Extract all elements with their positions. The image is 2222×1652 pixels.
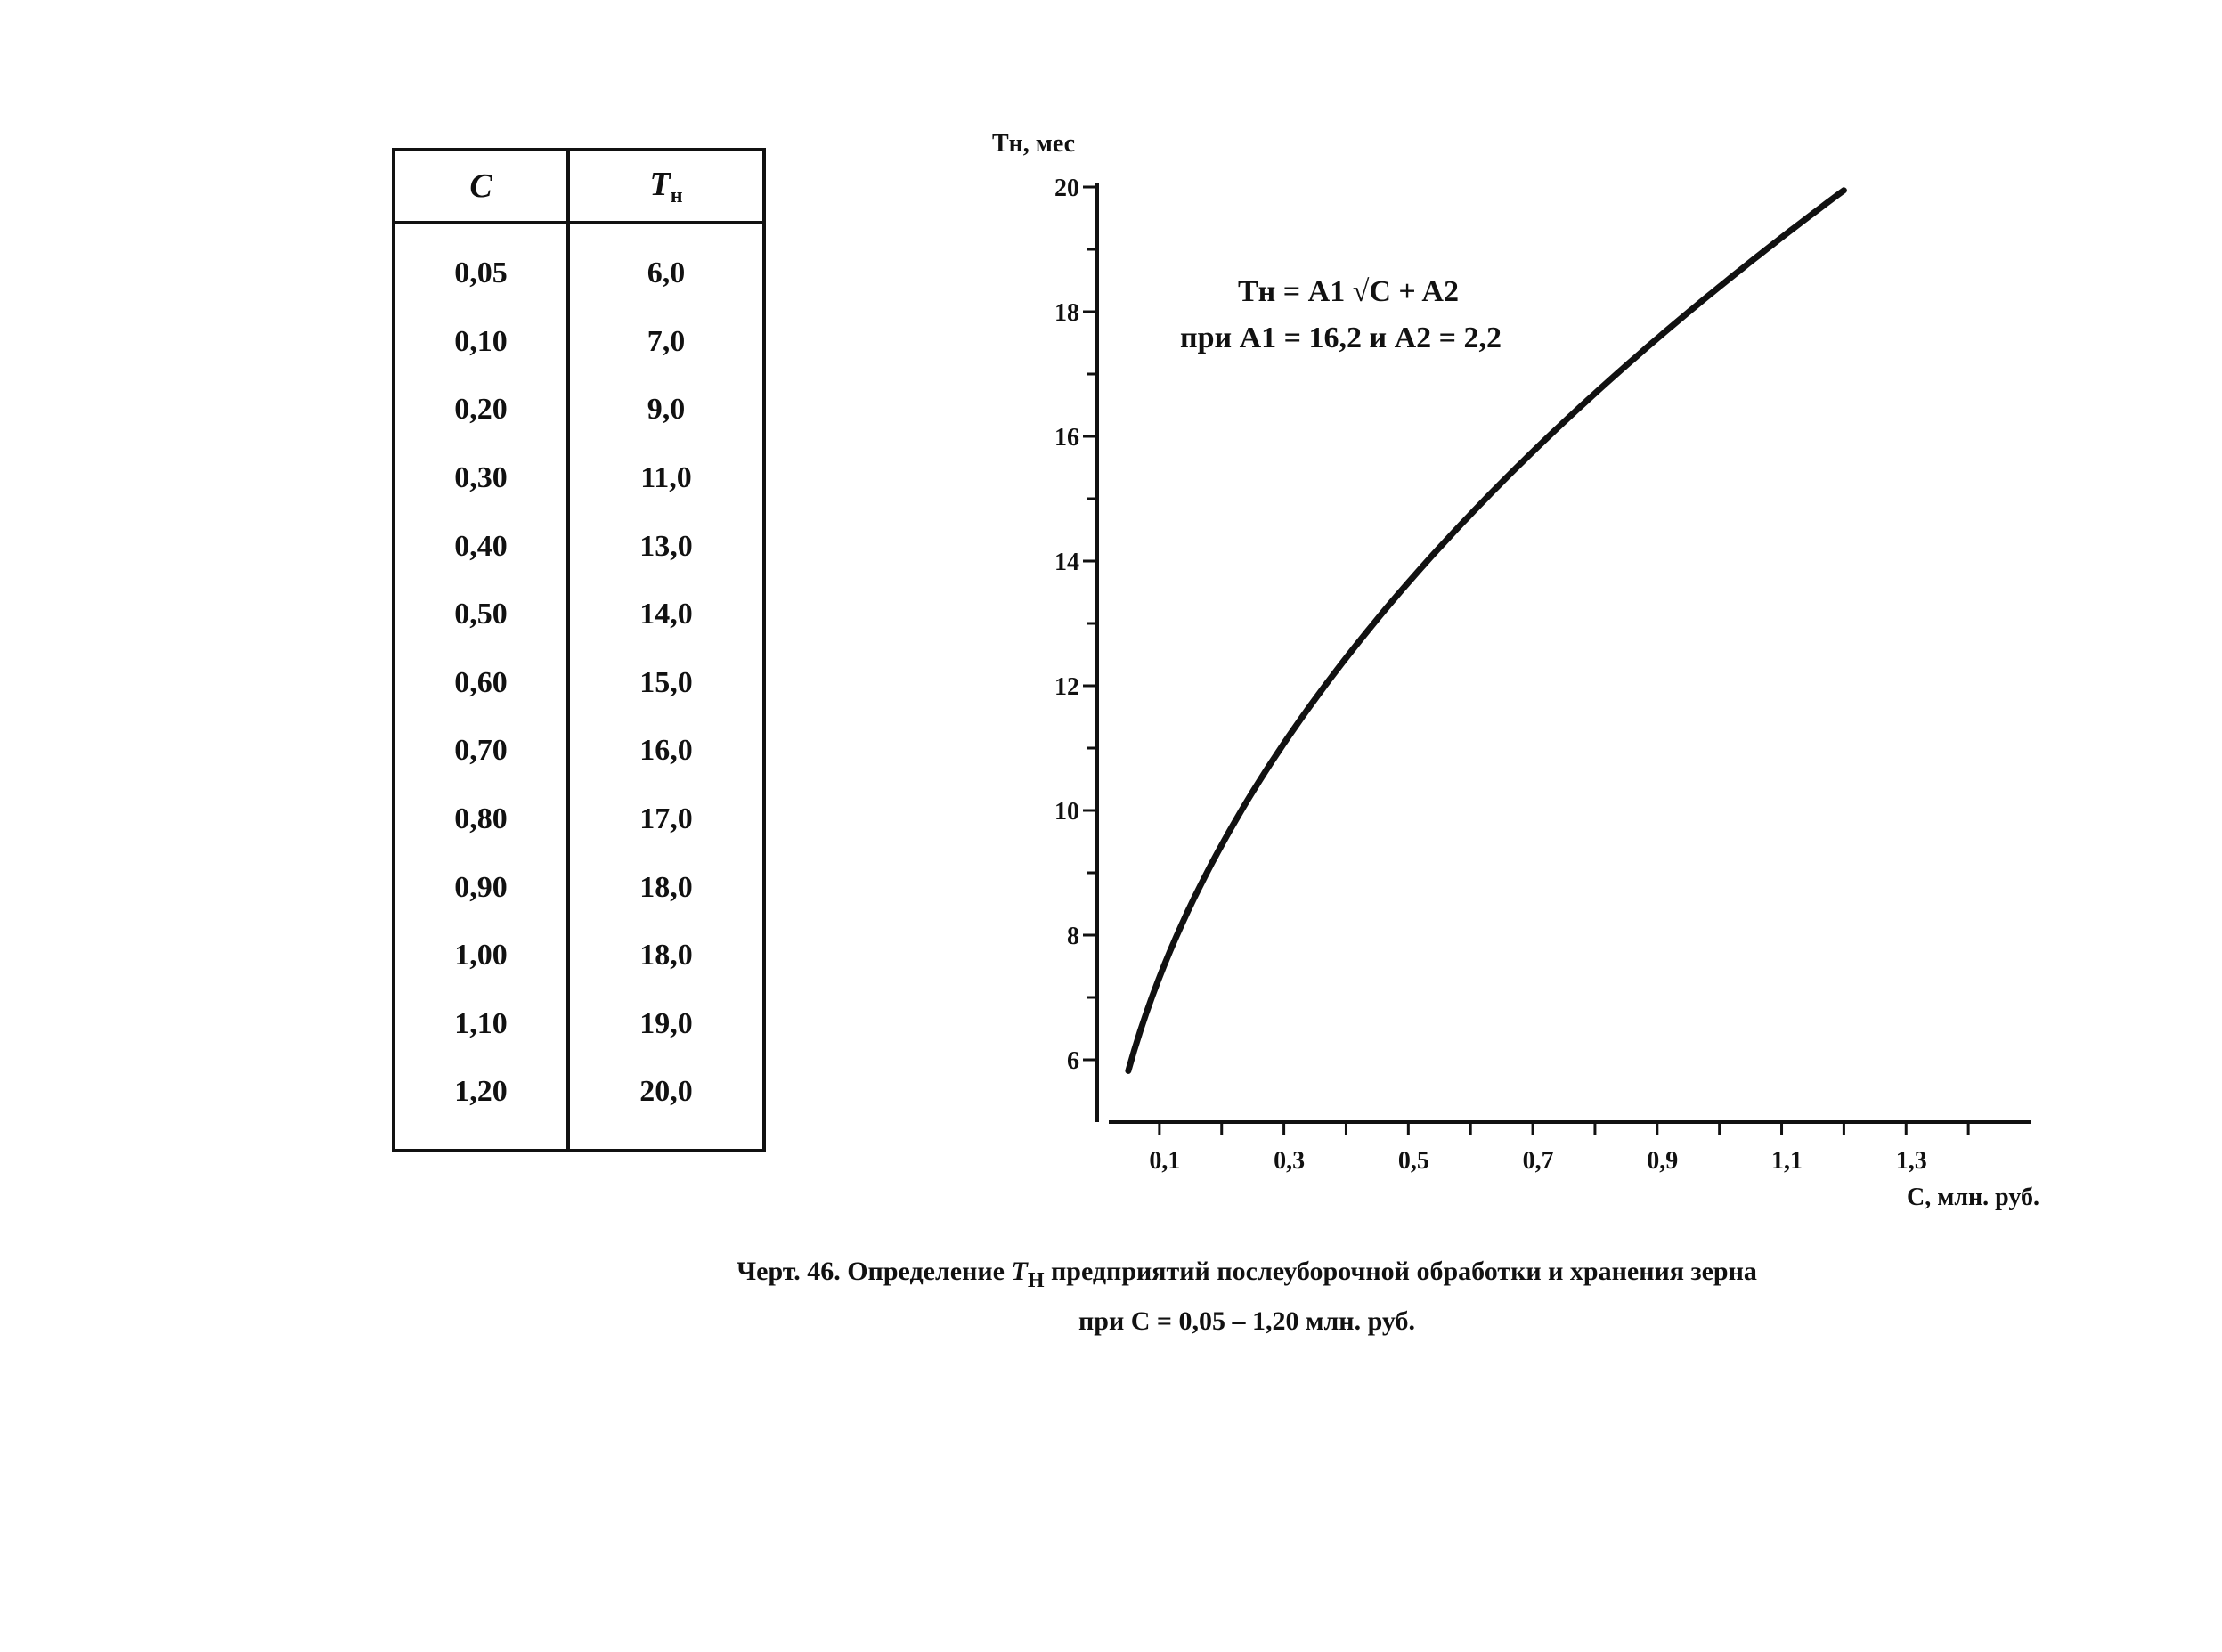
y-tick-label: 10 [1054,798,1079,826]
table-row: 0,60 15,0 [394,648,764,718]
table-cell-c: 0,50 [394,580,570,649]
x-tick-label: 1,3 [1896,1147,1927,1175]
formula-line-1: Tн = A1 √C + A2 [1238,275,1459,308]
table-cell-t: 16,0 [639,734,693,768]
table-cell-t: 18,0 [639,939,693,972]
y-tick-label: 20 [1054,175,1079,202]
caption-text: предприятий послеуборочной обработки и х… [1050,1257,1757,1286]
table-row: 0,50 14,0 [394,580,764,649]
x-tick-label: 0,5 [1398,1147,1429,1175]
y-axis-ticks: 6 8 10 12 14 16 18 20 [1054,175,1097,1075]
table-cell-t: 15,0 [639,665,693,699]
caption-prefix: Черт. 46. Определение [737,1257,1005,1286]
table-cell-c: 0,10 [394,307,570,377]
table-row: 1,20 20,0 [394,1058,764,1151]
y-tick-label: 18 [1054,299,1079,327]
chart-axes [1095,183,2031,1124]
table-cell-t: 6,0 [647,256,686,290]
table-cell-c: 0,20 [394,376,570,444]
y-tick-label: 6 [1067,1047,1079,1075]
table-row: 0,10 7,0 [394,307,764,377]
table-cell-c: 0,05 [394,223,570,308]
table-cell-c: 0,40 [394,512,570,581]
table-cell-t: 13,0 [639,529,693,563]
table-cell-t: 20,0 [639,1075,693,1109]
caption-line-2: при С = 0,05 – 1,20 млн. руб. [1078,1306,1415,1336]
table-cell-c: 1,10 [394,989,570,1059]
line-chart: 6 8 10 12 14 16 18 20 0,1 0,3 0,5 0,7 0,9 1,1 1,3 Tн,… [992,130,2039,1211]
table-cell-c: 1,20 [394,1058,570,1151]
x-tick-label: 0,1 [1149,1147,1180,1175]
table-cell-t: 18,0 [639,870,693,904]
series-line [1125,187,1847,1074]
table-row: 0,40 13,0 [394,512,764,581]
figure-caption: Черт. 46. Определение TН предприятий пос… [623,1251,1870,1342]
table-row: 0,70 16,0 [394,717,764,785]
formula-line-2: при A1 = 16,2 и A2 = 2,2 [1180,321,1502,354]
x-tick-label: 0,9 [1647,1147,1678,1175]
table-row: 0,90 18,0 [394,853,764,922]
table-cell-c: 0,30 [394,444,570,513]
column-header-c: C [394,150,570,224]
table-row: 1,10 19,0 [394,989,764,1059]
y-tick-label: 12 [1054,673,1079,701]
column-header-t: Tн [568,150,764,224]
x-tick-label: 1,1 [1771,1147,1803,1175]
table-row: 0,80 17,0 [394,785,764,854]
table-cell-c: 0,60 [394,648,570,718]
x-tick-label: 0,7 [1523,1147,1554,1175]
table-cell-c: 0,80 [394,785,570,854]
table-cell-t: 9,0 [647,393,686,427]
table-cell-t: 7,0 [647,324,686,358]
table-cell-t: 17,0 [639,802,693,836]
y-tick-label: 8 [1067,923,1079,950]
y-tick-label: 16 [1054,424,1079,452]
table-cell-c: 0,90 [394,853,570,922]
table-cell-c: 0,70 [394,717,570,785]
table-row: 0,20 9,0 [394,376,764,444]
caption-symbol-subscript: Н [1027,1269,1045,1292]
caption-symbol: T [1011,1257,1028,1286]
table-cell-t: 19,0 [639,1006,693,1040]
x-axis-ticks: 0,1 0,3 0,5 0,7 0,9 1,1 1,3 [1149,1122,1970,1175]
table-cell-t: 11,0 [640,461,692,495]
table-body: 0,05 6,0 0,10 7,0 0,20 9,0 0,30 11,0 0,40 13,0 0,5… [394,223,764,1151]
x-tick-label: 0,3 [1274,1147,1305,1175]
table-row: 0,05 6,0 [394,223,764,308]
table-cell-t: 14,0 [639,598,693,631]
x-axis-title: С, млн. руб. [1907,1184,2039,1211]
table-row: 0,30 11,0 [394,444,764,513]
y-tick-label: 14 [1054,549,1079,576]
table-header-row: C Tн [394,150,764,224]
y-axis-title: Tн, мес [992,130,1075,158]
table-row: 1,00 18,0 [394,921,764,990]
table-cell-c: 1,00 [394,921,570,990]
data-table: C Tн 0,05 6,0 0,10 7,0 0,20 9,0 0,30 11,0 0,40 13… [392,148,766,1152]
column-header-t-subscript: н [670,183,683,208]
